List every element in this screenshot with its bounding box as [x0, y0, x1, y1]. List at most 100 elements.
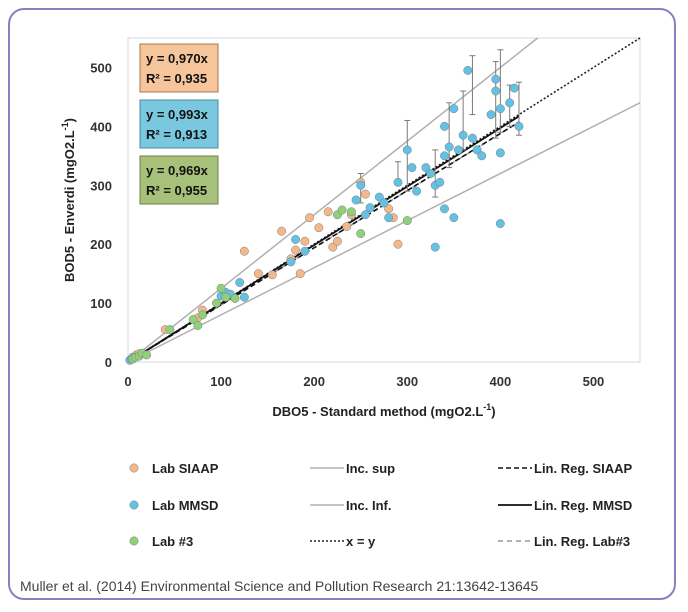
point-lab-mmsd: [379, 198, 389, 208]
point-lab-mmsd: [402, 145, 412, 155]
point-lab-mmsd: [365, 203, 375, 213]
point-lab-mmsd: [449, 213, 459, 223]
point-lab-3: [198, 310, 207, 320]
point-lab-mmsd: [463, 65, 473, 75]
point-lab-mmsd: [440, 151, 449, 161]
point-lab-siaap: [328, 242, 338, 252]
point-lab-3: [402, 216, 412, 226]
point-lab-mmsd: [407, 163, 417, 173]
source-caption: Muller et al. (2014) Environmental Scien…: [20, 578, 539, 594]
point-lab-mmsd: [426, 169, 435, 178]
point-lab-mmsd: [351, 195, 361, 205]
point-lab-3: [216, 283, 226, 293]
legend-item: Inc. Inf.: [310, 498, 392, 513]
legend-label: Lab SIAAP: [152, 461, 219, 476]
x-tick-label: 400: [490, 374, 512, 389]
point-lab-3: [188, 315, 198, 325]
point-lab-mmsd: [505, 98, 515, 108]
point-lab-siaap: [323, 207, 333, 217]
legend-label: Lin. Reg. MMSD: [534, 498, 632, 513]
y-tick-label: 0: [105, 355, 112, 370]
point-lab-siaap: [314, 223, 324, 233]
error-bar: [497, 49, 504, 133]
legend-label: Inc. sup: [346, 461, 395, 476]
legend-item: Inc. sup: [310, 461, 395, 476]
plot-area-border: [127, 37, 641, 363]
y-axis-label: BOD5 - Enverdi (mgO2.L-1): [60, 118, 77, 282]
point-lab-mmsd: [300, 246, 310, 256]
point-lab-siaap: [305, 213, 314, 223]
axis-ticks: 0 100 200 300 400 500 0 100 200 300 400 500: [90, 60, 604, 389]
point-lab-3: [165, 325, 175, 335]
point-lab-siaap: [239, 246, 249, 256]
point-lab-mmsd: [491, 74, 501, 84]
point-lab-mmsd: [472, 145, 482, 155]
point-lab-siaap: [253, 269, 263, 279]
y-tick-label: 200: [90, 237, 112, 252]
point-lab-3: [337, 205, 347, 215]
point-lab-siaap: [291, 245, 301, 255]
legend-label: Inc. Inf.: [346, 498, 392, 513]
point-lab-mmsd: [430, 242, 440, 252]
point-lab-mmsd: [393, 177, 403, 187]
point-lab-mmsd: [356, 180, 366, 190]
x-tick-label: 200: [303, 374, 325, 389]
point-lab-mmsd: [421, 163, 431, 173]
error-bar: [460, 90, 467, 151]
legend-label: x = y: [346, 534, 376, 549]
point-lab-siaap: [360, 189, 370, 199]
point-lab-siaap: [384, 204, 394, 214]
y-tick-label: 300: [90, 178, 112, 193]
error-bar: [469, 55, 476, 116]
annotation-equation: y = 0,970x: [146, 51, 209, 66]
point-lab-mmsd: [495, 148, 505, 158]
point-lab-mmsd: [435, 177, 445, 187]
point-lab-mmsd: [495, 104, 505, 114]
point-lab-mmsd: [454, 145, 463, 155]
point-lab-mmsd: [449, 104, 459, 114]
point-lab-mmsd: [384, 213, 394, 223]
point-lab-3: [346, 207, 356, 217]
point-lab-mmsd: [477, 151, 487, 161]
point-lab-mmsd: [440, 204, 449, 214]
point-lab-mmsd: [374, 192, 384, 202]
point-lab-mmsd: [291, 235, 301, 244]
point-lab-mmsd: [360, 210, 370, 220]
legend-item: Lab SIAAP: [129, 461, 219, 476]
point-lab-mmsd: [239, 292, 249, 302]
x-axis-label: DBO5 - Standard method (mgO2.L-1): [272, 402, 495, 419]
legend-item: Lin. Reg. Lab#3: [498, 534, 630, 549]
legend: Lab SIAAP Inc. sup Lin. Reg. SIAAP Lab MMSD…: [129, 461, 633, 549]
legend-marker: [129, 463, 139, 473]
point-lab-siaap: [277, 226, 287, 236]
point-lab-3: [356, 229, 366, 239]
point-lab-mmsd: [440, 121, 449, 131]
annotation-equation: y = 0,969x: [146, 163, 209, 178]
error-bar: [404, 119, 411, 192]
error-bar: [492, 61, 499, 139]
annotation-r-squared: R² = 0,955: [146, 183, 207, 198]
point-lab-siaap: [333, 236, 342, 246]
point-lab-mmsd: [491, 86, 501, 96]
point-lab-3: [211, 298, 221, 308]
regression-annotations: y = 0,970x R² = 0,935 y = 0,993x R² = 0,913…: [139, 43, 219, 205]
legend-item: x = y: [310, 534, 376, 549]
annotation-equation: y = 0,993x: [146, 107, 209, 122]
point-lab-mmsd: [509, 83, 519, 93]
annotation-r-squared: R² = 0,935: [146, 71, 207, 86]
point-lab-mmsd: [458, 130, 468, 140]
x-tick-label: 0: [124, 374, 131, 389]
legend-item: Lin. Reg. MMSD: [498, 498, 632, 513]
legend-item: Lin. Reg. SIAAP: [498, 461, 633, 476]
legend-marker: [129, 500, 139, 510]
line-inc-inf: [127, 102, 641, 363]
point-lab-mmsd: [235, 278, 245, 287]
point-lab-siaap: [295, 269, 305, 279]
x-tick-label: 100: [210, 374, 232, 389]
point-lab-siaap: [267, 270, 277, 280]
point-lab-mmsd: [412, 186, 422, 196]
y-tick-label: 100: [90, 296, 112, 311]
legend-marker: [129, 536, 139, 546]
point-lab-3: [142, 350, 152, 360]
